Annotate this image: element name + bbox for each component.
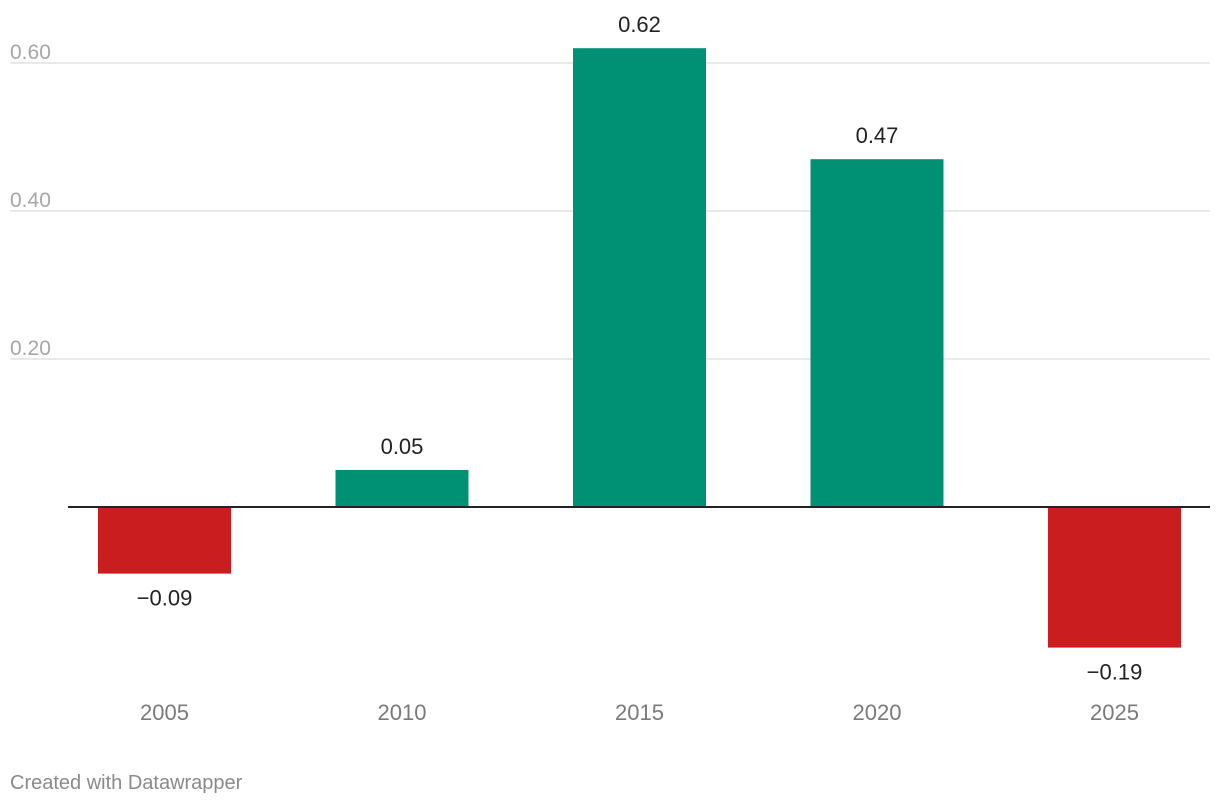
value-label-2015: 0.62: [618, 12, 661, 37]
x-axis-label-2025: 2025: [1090, 700, 1139, 725]
y-tick-label: 0.20: [10, 337, 51, 360]
x-axis-label-2020: 2020: [853, 700, 902, 725]
y-tick-label: 0.60: [10, 41, 51, 64]
bar-2005: [98, 507, 231, 574]
value-label-2020: 0.47: [856, 123, 899, 148]
bars: [98, 48, 1181, 648]
x-axis-label-2010: 2010: [378, 700, 427, 725]
value-label-2025: −0.19: [1087, 660, 1143, 685]
bar-2025: [1048, 507, 1181, 648]
y-axis-tick-labels: 0.20 0.40 0.60: [10, 41, 51, 360]
bar-2020: [810, 159, 944, 507]
x-axis-label-2005: 2005: [140, 700, 189, 725]
value-labels: −0.09 0.05 0.62 0.47 −0.19: [137, 12, 1143, 684]
credit-text: Created with Datawrapper: [10, 772, 243, 794]
bar-2010: [335, 470, 469, 507]
x-axis-label-2015: 2015: [615, 700, 664, 725]
value-label-2005: −0.09: [137, 586, 193, 611]
bar-2015: [573, 48, 706, 507]
y-tick-label: 0.40: [10, 189, 51, 212]
value-label-2010: 0.05: [381, 434, 424, 459]
x-axis-labels: 2005 2010 2015 2020 2025: [140, 700, 1139, 725]
